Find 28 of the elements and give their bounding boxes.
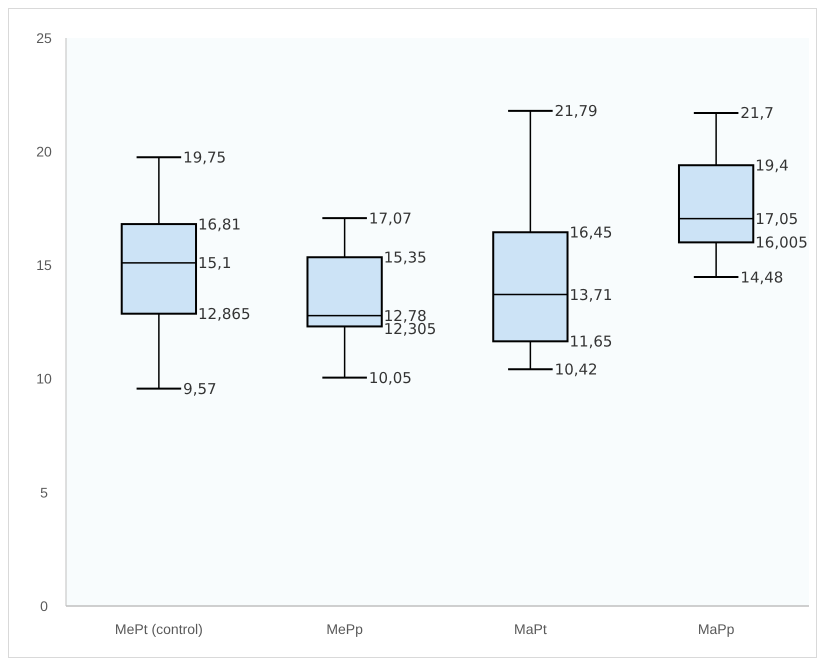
text: 21,7 [740,104,774,122]
y-tick-label: 5 [40,484,48,500]
text: 14,48 [740,268,784,286]
y-tick-label: 0 [40,598,48,614]
text: 10,42 [554,360,598,379]
x-tick-label: MaPp [698,621,735,637]
y-tick-label: 15 [36,257,52,274]
text: 15,35 [384,248,427,266]
y-tick-label: 20 [36,144,52,160]
text: 17,05 [755,210,798,228]
x-tick-label: MePp [326,621,364,637]
text: 15,1 [198,254,232,272]
text: 10,05 [368,368,412,387]
text: 16,81 [198,215,241,234]
text: 17,07 [368,209,412,228]
x-tick-label: MaPt [514,621,547,637]
text: 16,005 [755,234,808,252]
text: 11,65 [570,332,612,351]
text: 19,75 [183,148,226,167]
y-tick-label: 10 [36,370,52,387]
y-tick-label: 25 [36,30,52,46]
text: 16,45 [570,224,612,242]
text: 21,79 [554,102,598,120]
x-tick-label: MePt (control) [114,621,203,637]
text: 12,865 [198,304,251,323]
text: 13,71 [570,286,612,304]
text: 9,57 [183,380,217,398]
text: 19,4 [755,156,789,174]
